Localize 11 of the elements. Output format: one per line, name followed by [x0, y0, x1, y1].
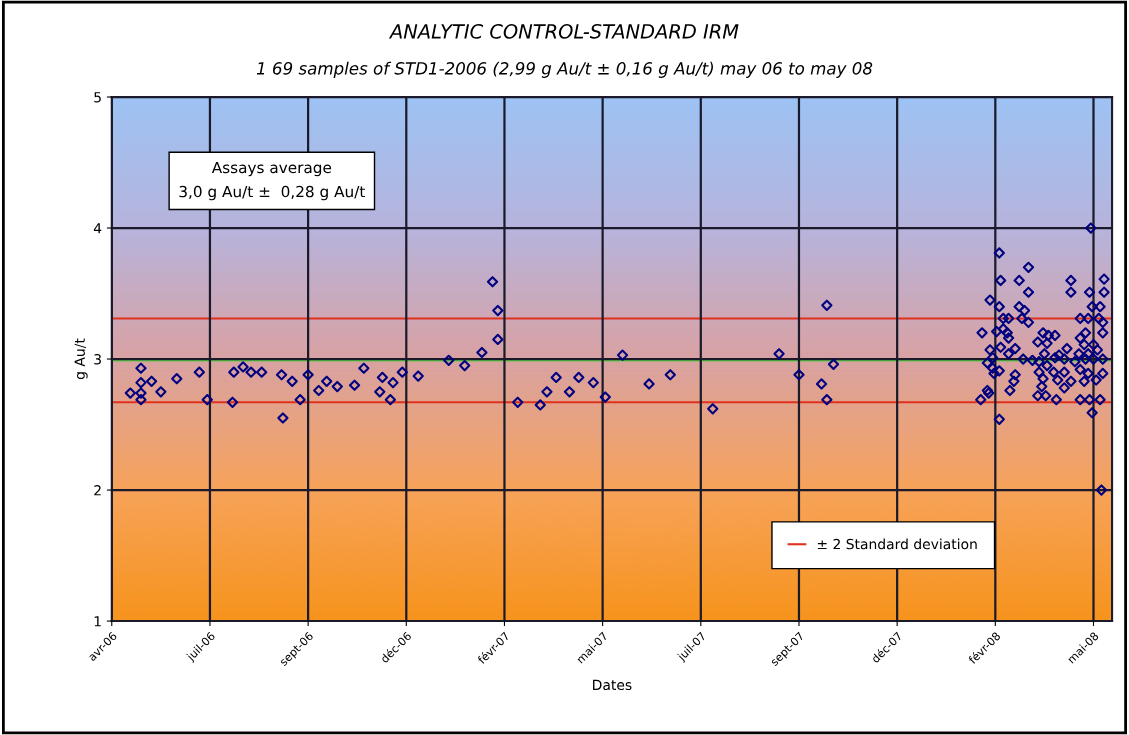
chart-title: ANALYTIC CONTROL-STANDARD IRM — [388, 24, 739, 39]
y-axis-title: g Au/t — [74, 338, 88, 380]
y-tick-label: 1 — [94, 616, 101, 627]
annotation: Assays average 3,0 g Au/t ± 0,28 g Au/t — [179, 161, 365, 201]
y-tick-label: 2 — [94, 485, 101, 496]
y-tick-label: 5 — [94, 92, 101, 103]
chart-subtitle: 1 69 samples of STD1-2006 (2,99 g Au/t ± 0,16 g Au/t) may 06 to may 08 — [256, 61, 873, 78]
legend-label: ± 2 Standard deviation — [817, 538, 977, 550]
y-tick-label: 3 — [94, 354, 101, 365]
x-axis-title: Dates — [593, 679, 632, 691]
y-tick-label: 4 — [93, 223, 102, 234]
